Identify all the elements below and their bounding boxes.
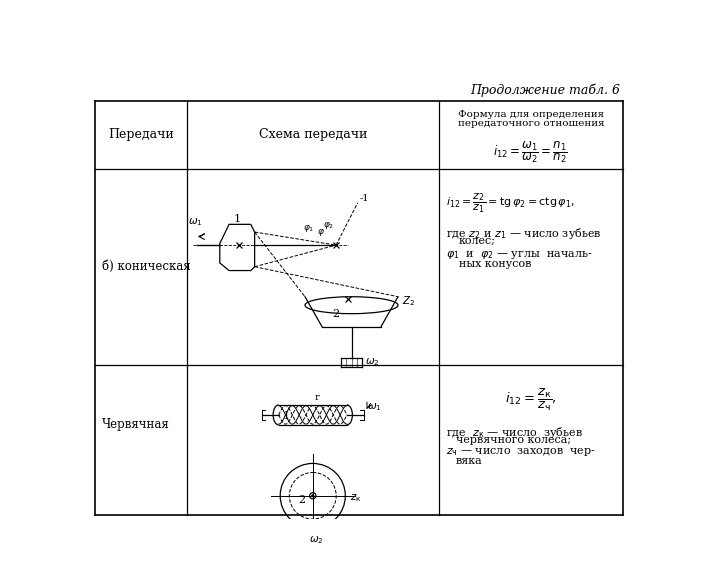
- Text: передаточного отношения: передаточного отношения: [458, 120, 604, 128]
- Text: $i_{12} = \dfrac{\omega_1}{\omega_2} = \dfrac{n_1}{n_2}$: $i_{12} = \dfrac{\omega_1}{\omega_2} = \…: [494, 139, 569, 165]
- Text: Продолжение табл. 6: Продолжение табл. 6: [470, 83, 620, 97]
- Text: $z_\mathrm{ч}$ — число  заходов  чер-: $z_\mathrm{ч}$ — число заходов чер-: [447, 447, 596, 458]
- Text: r: r: [314, 393, 319, 402]
- Text: -1: -1: [359, 195, 369, 203]
- Text: $Z_2$: $Z_2$: [402, 294, 415, 308]
- Text: $\varphi_1$: $\varphi_1$: [303, 223, 315, 234]
- Text: где $z_2$ и $z_1$ — число зубьев: где $z_2$ и $z_1$ — число зубьев: [447, 226, 602, 241]
- Text: $\varphi$: $\varphi$: [317, 227, 325, 238]
- Text: Схема передачи: Схема передачи: [259, 128, 367, 141]
- Text: 1: 1: [283, 410, 290, 421]
- Text: Передачи: Передачи: [108, 128, 174, 141]
- Text: $\omega_2$: $\omega_2$: [309, 534, 324, 546]
- Text: $i_{12} = \dfrac{z_\mathrm{к}}{z_\mathrm{ч}},$: $i_{12} = \dfrac{z_\mathrm{к}}{z_\mathrm…: [505, 387, 557, 413]
- Text: $\omega_1$: $\omega_1$: [188, 216, 203, 228]
- Text: ных конусов: ных конусов: [459, 259, 531, 269]
- Text: $\varphi_2$: $\varphi_2$: [322, 220, 334, 231]
- Text: колес;: колес;: [459, 236, 496, 246]
- Circle shape: [312, 494, 314, 497]
- Text: $i_{12} = \dfrac{z_2}{z_1} = \mathrm{tg}\,\varphi_2 = \mathrm{ctg}\,\varphi_1,$: $i_{12} = \dfrac{z_2}{z_1} = \mathrm{tg}…: [447, 192, 576, 215]
- Text: б) коническая: б) коническая: [102, 260, 190, 273]
- Text: $z_\mathrm{к}$: $z_\mathrm{к}$: [350, 492, 362, 504]
- Text: вяка: вяка: [456, 456, 482, 466]
- Text: $\omega_2$: $\omega_2$: [365, 356, 380, 368]
- Text: $\omega_1$: $\omega_1$: [367, 401, 381, 413]
- Text: где  $z_\mathrm{к}$ — число  зубьев: где $z_\mathrm{к}$ — число зубьев: [447, 425, 583, 440]
- Text: $\varphi_1$  и  $\varphi_2$ — углы  началь-: $\varphi_1$ и $\varphi_2$ — углы началь-: [447, 248, 593, 261]
- Text: 2: 2: [332, 310, 339, 319]
- Text: Формула для определения: Формула для определения: [458, 110, 604, 119]
- Text: 2: 2: [299, 494, 306, 505]
- Text: 1: 1: [233, 214, 240, 224]
- Text: червячного колеса;: червячного колеса;: [456, 435, 571, 445]
- Text: Червячная: Червячная: [102, 418, 170, 431]
